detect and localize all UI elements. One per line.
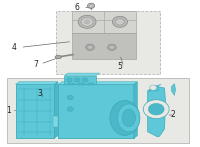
Bar	[16, 84, 54, 138]
Circle shape	[115, 19, 124, 25]
Polygon shape	[134, 82, 137, 138]
Ellipse shape	[110, 100, 140, 135]
Circle shape	[88, 46, 92, 49]
Circle shape	[74, 78, 80, 82]
Circle shape	[148, 103, 164, 115]
Circle shape	[84, 20, 90, 24]
Circle shape	[150, 85, 157, 90]
Polygon shape	[64, 73, 100, 76]
Bar	[56, 11, 160, 74]
Bar	[58, 84, 134, 138]
Ellipse shape	[122, 109, 136, 127]
Text: 2: 2	[170, 111, 175, 120]
Polygon shape	[58, 82, 137, 84]
Text: 3: 3	[37, 89, 42, 98]
Polygon shape	[72, 11, 136, 33]
Bar	[78, 83, 84, 85]
Ellipse shape	[55, 55, 61, 59]
Text: 6: 6	[75, 3, 80, 12]
Bar	[88, 83, 94, 85]
Circle shape	[89, 4, 93, 7]
Bar	[53, 116, 58, 127]
Circle shape	[143, 100, 169, 119]
Circle shape	[66, 78, 72, 82]
Text: 1: 1	[6, 106, 11, 115]
Bar	[68, 83, 74, 85]
Ellipse shape	[118, 104, 140, 132]
Polygon shape	[149, 86, 159, 91]
Circle shape	[110, 46, 114, 49]
Text: 4: 4	[11, 43, 16, 52]
Polygon shape	[148, 84, 161, 91]
Circle shape	[81, 17, 93, 26]
Bar	[7, 78, 189, 143]
Circle shape	[82, 78, 88, 82]
Circle shape	[108, 44, 116, 50]
Polygon shape	[54, 82, 58, 138]
Polygon shape	[72, 33, 136, 59]
Circle shape	[87, 3, 95, 8]
Circle shape	[112, 16, 127, 27]
Bar	[64, 76, 96, 84]
Text: 7: 7	[33, 60, 38, 69]
Circle shape	[86, 44, 94, 50]
Polygon shape	[148, 87, 166, 137]
Circle shape	[67, 95, 73, 100]
Circle shape	[67, 107, 73, 112]
Circle shape	[78, 15, 96, 28]
Polygon shape	[16, 82, 58, 84]
Text: 5: 5	[117, 62, 122, 71]
Polygon shape	[172, 84, 175, 95]
